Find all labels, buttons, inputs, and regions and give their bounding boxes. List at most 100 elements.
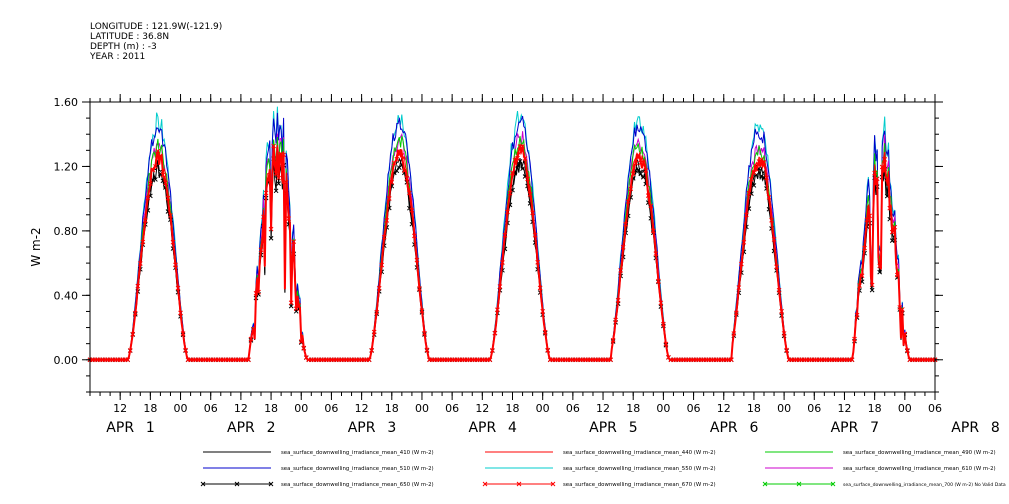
series-marker [542, 329, 548, 335]
series-marker [417, 286, 422, 291]
series-marker [625, 199, 631, 204]
legend-marker [268, 481, 274, 487]
series-marker [618, 268, 623, 273]
series-marker [623, 221, 629, 227]
x-tick-label: 06 [204, 402, 218, 415]
series-markers-7 [87, 143, 938, 363]
series-marker [854, 312, 860, 318]
series-marker [731, 331, 737, 336]
series-marker [902, 331, 908, 337]
series-marker [276, 181, 281, 186]
series-marker [389, 179, 395, 185]
x-day-label: APR [831, 420, 859, 436]
x-tick-label: 06 [928, 402, 942, 415]
series-marker [273, 188, 279, 194]
x-tick-label: 00 [294, 402, 308, 415]
legend-item: sea_surface_downwelling_irradiance_mean_… [200, 481, 434, 488]
legend: sea_surface_downwelling_irradiance_mean_… [200, 450, 1006, 488]
series-marker [422, 330, 427, 336]
series-marker [404, 176, 410, 181]
series-marker [137, 261, 143, 266]
x-tick-label: 18 [506, 402, 520, 415]
series-marker [650, 228, 656, 234]
series-marker [281, 152, 286, 158]
series-marker [379, 262, 385, 268]
series-marker [487, 357, 493, 363]
x-day-label: 7 [870, 420, 879, 436]
series-marker [153, 164, 158, 169]
series-marker [904, 347, 910, 353]
series-marker [175, 285, 181, 291]
series-marker [779, 308, 784, 314]
x-day-label: APR [710, 420, 738, 436]
x-tick-label: 00 [898, 402, 912, 415]
series-marker [877, 269, 883, 275]
series-marker [173, 262, 178, 268]
series-marker [505, 209, 510, 215]
x-day-label: APR [106, 420, 134, 436]
series-marker [892, 224, 898, 230]
legend-label: sea_surface_downwelling_irradiance_mean_… [563, 482, 716, 488]
series-marker [736, 285, 742, 290]
legend-label: sea_surface_downwelling_irradiance_mean_… [843, 482, 1006, 488]
x-day-label: APR [589, 420, 617, 436]
x-day-label: 8 [991, 420, 1000, 436]
series-marker [376, 285, 382, 291]
x-day-label: APR [348, 420, 376, 436]
series-marker [145, 195, 151, 201]
header-latitude: LATITUDE : 36.8N [90, 32, 170, 42]
series-marker [527, 192, 533, 197]
header-depth: DEPTH (m) : -3 [90, 42, 157, 52]
series-marker [163, 180, 168, 186]
series-marker [759, 173, 764, 179]
series-marker [879, 164, 885, 170]
legend-label: sea_surface_downwelling_irradiance_mean_… [843, 450, 996, 456]
series-marker [502, 232, 508, 238]
series-line-2 [90, 135, 935, 361]
legend-label: sea_surface_downwelling_irradiance_mean_… [563, 466, 716, 472]
series-marker [165, 195, 171, 201]
series-marker [170, 239, 176, 245]
series-marker [633, 160, 639, 166]
x-tick-label: 06 [687, 402, 701, 415]
series-marker [781, 331, 787, 336]
series-marker [246, 357, 251, 363]
series-marker [158, 171, 163, 177]
series-marker [510, 170, 515, 176]
series-marker [520, 166, 525, 172]
series-marker [530, 210, 535, 216]
series-marker [495, 307, 500, 313]
series-marker [751, 170, 757, 176]
metadata-header: LONGITUDE : 121.9W(-121.9) LATITUDE : 36… [90, 22, 222, 62]
series-marker [369, 347, 375, 353]
series-marker [537, 285, 543, 291]
series-marker [899, 307, 905, 312]
legend-label: sea_surface_downwelling_irradiance_mean_… [843, 466, 996, 472]
series-marker [515, 155, 520, 161]
series-marker [608, 357, 613, 363]
y-axis-label: W m-2 [29, 227, 43, 266]
x-tick-label: 12 [837, 402, 851, 415]
legend-marker [550, 481, 556, 487]
x-tick-label: 12 [475, 402, 489, 415]
series-marker [251, 326, 256, 332]
series-marker [381, 234, 387, 240]
x-tick-label: 12 [113, 402, 127, 415]
series-marker [268, 235, 274, 241]
legend-marker [482, 481, 488, 487]
series-marker [178, 310, 183, 316]
series-marker [135, 283, 141, 289]
y-tick-label: 0.40 [54, 289, 79, 302]
header-longitude: LONGITUDE : 121.9W(-121.9) [90, 22, 223, 32]
series-marker [661, 321, 666, 327]
x-day-label: 5 [629, 420, 638, 436]
series-marker [374, 309, 380, 315]
series-marker [771, 237, 777, 242]
series-marker [407, 190, 412, 196]
series-marker [492, 330, 498, 336]
series-marker [525, 176, 530, 182]
y-tick-label: 1.60 [54, 96, 79, 109]
series-marker [402, 168, 407, 174]
series-marker [741, 239, 747, 245]
series-marker [867, 213, 872, 219]
